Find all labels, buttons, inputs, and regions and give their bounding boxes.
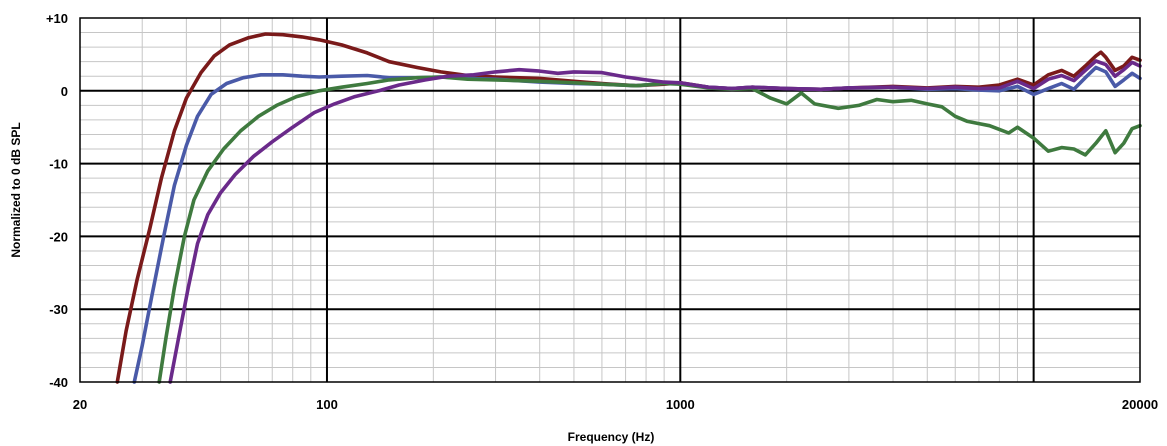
x-tick-labels: 20 100 1000 20000 bbox=[73, 397, 1158, 412]
y-tick-label: 0 bbox=[61, 84, 68, 99]
series-line-3 bbox=[159, 77, 1140, 382]
y-axis-title: Normalized to 0 dB SPL bbox=[9, 122, 23, 257]
y-tick-label: -20 bbox=[49, 229, 68, 244]
x-tick-label: 20000 bbox=[1122, 397, 1158, 412]
series-line-2 bbox=[134, 68, 1140, 383]
y-tick-label: -40 bbox=[49, 375, 68, 390]
y-tick-label: +10 bbox=[46, 11, 68, 26]
x-tick-label: 100 bbox=[316, 397, 338, 412]
x-tick-label: 1000 bbox=[666, 397, 695, 412]
y-tick-label: -10 bbox=[49, 157, 68, 172]
y-tick-labels: +10 0 -10 -20 -30 -40 bbox=[46, 11, 68, 390]
series-layer bbox=[117, 34, 1140, 382]
x-tick-label: 20 bbox=[73, 397, 87, 412]
x-axis-title: Frequency (Hz) bbox=[568, 430, 655, 444]
y-tick-label: -30 bbox=[49, 302, 68, 317]
